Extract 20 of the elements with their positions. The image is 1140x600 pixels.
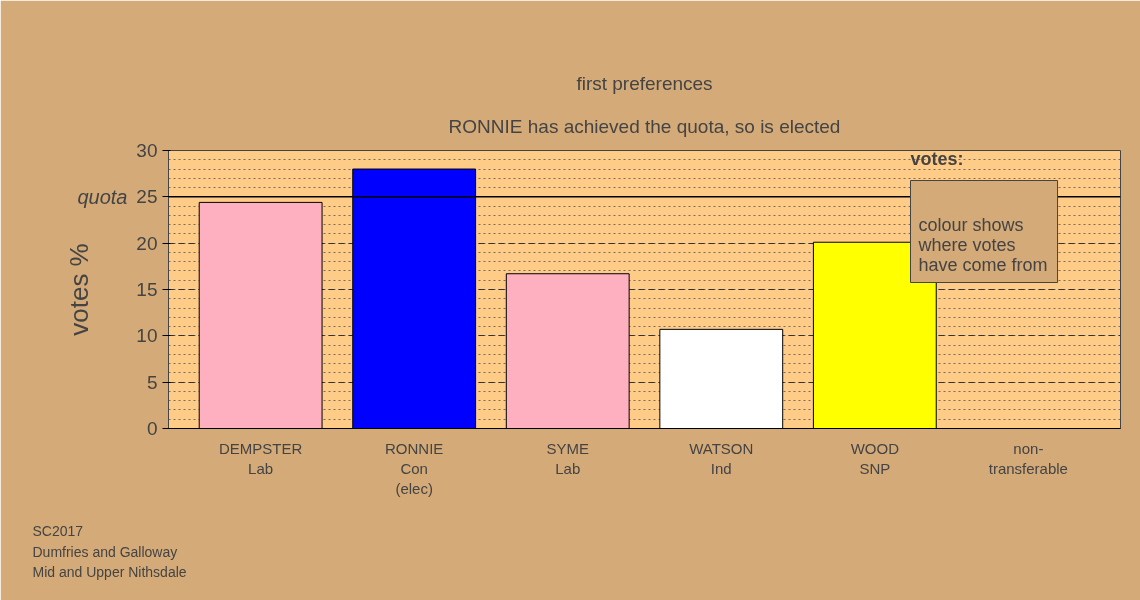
y-tick-label: 20 (136, 232, 158, 254)
annotation: colour shows where votes have come from (917, 214, 1048, 275)
y-axis-title: votes % (64, 243, 95, 336)
chart-title: first preferences (576, 72, 713, 94)
y-tick-label: 5 (146, 371, 158, 393)
x-tick-label: WOOD SNP (850, 439, 900, 477)
y-tick-label: 15 (136, 279, 158, 300)
x-tick-label: RONNIE Con (elec) (385, 439, 444, 498)
annotation: votes: (910, 148, 964, 169)
x-tick-label: DEMPSTER Lab (218, 439, 303, 477)
chart-subtitle: RONNIE has achieved the quota, so is elected (448, 115, 841, 137)
x-tick-label: WATSON Ind (689, 439, 754, 477)
x-tick-label: non- transferable (988, 439, 1068, 477)
ref-line-label: quota (77, 185, 128, 208)
y-tick-label: 30 (136, 140, 158, 161)
x-tick-label: SYME Lab (546, 439, 589, 477)
y-tick-label: 25 (136, 186, 158, 208)
text: SC2017 Dumfries and Galloway Mid and Upper Nithsdale (32, 522, 187, 581)
y-tick-label: 0 (146, 418, 158, 439)
y-tick-label: 10 (136, 325, 158, 347)
